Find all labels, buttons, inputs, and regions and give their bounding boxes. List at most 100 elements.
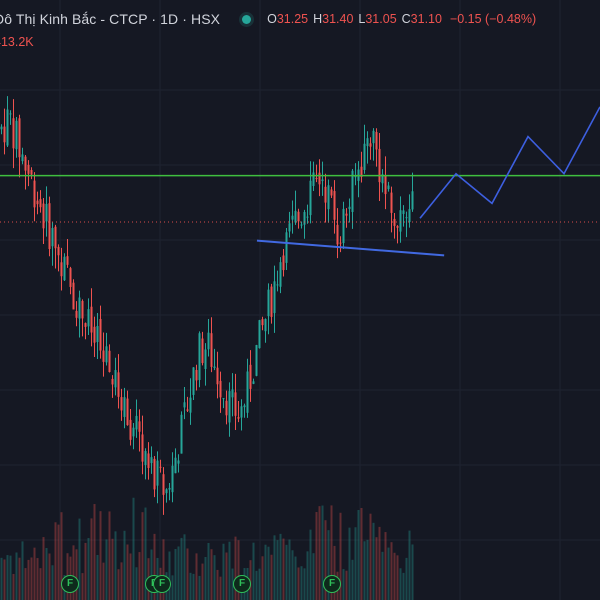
candle-body (147, 453, 150, 468)
candle-body (186, 409, 189, 411)
candle-body (408, 209, 411, 222)
candle-body (165, 489, 168, 494)
candle-body (129, 419, 132, 440)
volume-bar (6, 555, 9, 600)
candle-body (237, 417, 240, 419)
volume-bar (378, 526, 381, 600)
candle-body (33, 180, 36, 208)
candle-body (24, 156, 27, 171)
candle-body (114, 370, 117, 388)
volume-bar (150, 549, 153, 600)
candle-body (54, 226, 57, 249)
candle-body (132, 427, 135, 437)
candle-body (321, 179, 324, 182)
candle-body (402, 210, 405, 214)
volume-bar (303, 568, 306, 600)
low-value: 31.05 (365, 12, 397, 26)
volume-bar (234, 536, 237, 600)
candle-body (375, 132, 378, 150)
candle-body (141, 434, 144, 462)
candle-body (243, 405, 246, 408)
volume-bar (228, 541, 231, 600)
candle-body (60, 262, 63, 277)
candle-body (111, 378, 114, 385)
earnings-event-icon[interactable]: F (233, 575, 251, 593)
candle-body (306, 216, 309, 218)
volume-bar (366, 539, 369, 600)
candle-body (270, 286, 273, 317)
volume-bar (213, 555, 216, 600)
volume-bar (21, 541, 24, 600)
volume-bar (126, 544, 129, 600)
candle-body (183, 402, 186, 408)
volume-bar (0, 557, 3, 600)
candle-body (363, 143, 366, 170)
volume-bar (390, 542, 393, 600)
volume-bar (111, 538, 114, 600)
candle-body (126, 398, 129, 426)
candle-body (15, 120, 18, 150)
candle-body (387, 185, 390, 190)
volume-bar (78, 518, 81, 600)
volume-bar (339, 512, 342, 600)
open-label: O (267, 12, 277, 26)
volume-bar (231, 568, 234, 600)
volume-bar (270, 554, 273, 600)
candle-body (63, 256, 66, 281)
volume-bar (369, 513, 372, 600)
candle-body (177, 460, 180, 464)
earnings-event-icon[interactable]: F (153, 575, 171, 593)
candle-body (144, 450, 147, 465)
candle-body (27, 164, 30, 174)
candle-body (261, 319, 264, 326)
projection-path[interactable] (419, 106, 600, 219)
volume-bar (294, 556, 297, 600)
drawn-trend-line[interactable] (256, 239, 445, 257)
candle-body (57, 246, 60, 256)
volume-bar (186, 548, 189, 600)
volume-bar (75, 549, 78, 600)
volume-bar (42, 537, 45, 600)
candlesticks (0, 96, 414, 515)
volume-bar (135, 567, 138, 600)
volume-bar (72, 545, 75, 600)
earnings-event-icon[interactable]: F (323, 575, 341, 593)
volume-bar (402, 572, 405, 600)
symbol-title[interactable]: Đô Thị Kinh Bắc - CTCP · 1D · HSX (0, 11, 221, 27)
candle-body (222, 398, 225, 400)
candle-body (69, 268, 72, 287)
candle-body (18, 118, 21, 158)
volume-bar (396, 555, 399, 600)
volume-bar (201, 563, 204, 600)
candle-body (249, 364, 252, 389)
high-value: 31.40 (322, 12, 354, 26)
volume-bar (342, 569, 345, 600)
candle-body (198, 333, 201, 380)
candle-body (348, 206, 351, 210)
volume-bar (36, 558, 39, 600)
candle-body (360, 166, 363, 177)
candle-body (369, 143, 372, 147)
earnings-event-icon[interactable]: F (61, 575, 79, 593)
volume-bar (174, 549, 177, 600)
volume-bar (99, 511, 102, 600)
volume-bar (291, 550, 294, 600)
volume-bar (87, 538, 90, 600)
volume-bar (216, 569, 219, 600)
candle-body (399, 210, 402, 232)
volume-bar (210, 549, 213, 600)
candle-body (333, 191, 336, 220)
candle-body (168, 487, 171, 490)
volume-bar (129, 553, 132, 600)
candle-body (381, 174, 384, 184)
volume-bar (318, 506, 321, 600)
volume-bar (258, 568, 261, 600)
volume-bar (27, 559, 30, 600)
candle-body (102, 350, 105, 362)
volume-bar (138, 552, 141, 600)
candle-body (105, 346, 108, 363)
volume-bar (24, 568, 27, 600)
candle-body (108, 350, 111, 373)
candle-body (366, 138, 369, 147)
